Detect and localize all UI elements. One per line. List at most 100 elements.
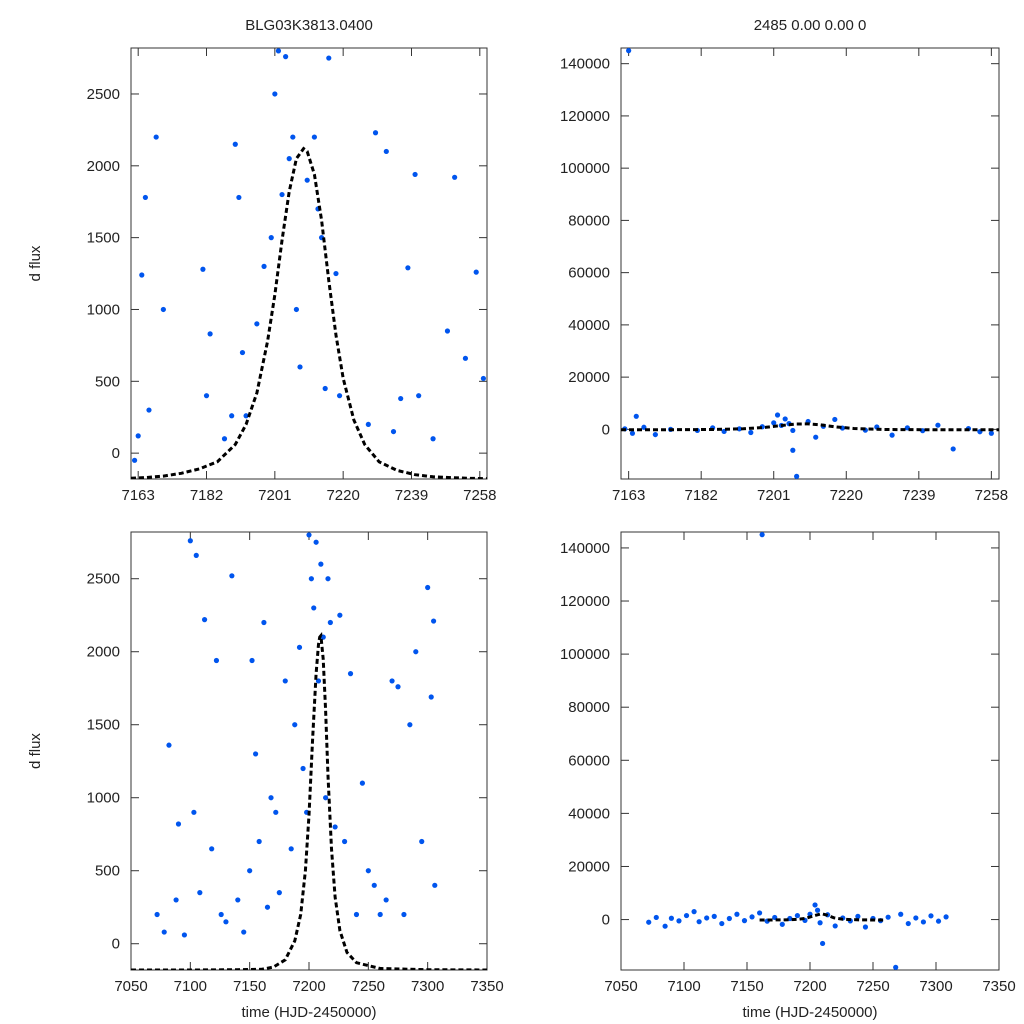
data-point [748,429,754,436]
data-point [365,868,371,874]
data-point [432,882,438,888]
plot-frame [620,531,1000,971]
data-point [261,619,267,626]
data-point [326,55,332,61]
y-tick-label: 140000 [560,56,610,73]
data-point [241,929,247,935]
data-point [300,765,306,772]
x-tick-label: 7150 [730,978,763,995]
data-point [407,722,413,728]
y-tick-label: 1500 [87,230,120,247]
data-point [323,795,329,801]
x-tick-label: 7220 [830,487,863,504]
data-point [279,191,285,198]
y-axis-label: d flux [27,245,44,281]
data-point [146,407,152,413]
data-point [264,904,271,910]
data-point [390,428,397,435]
x-tick-label: 7200 [292,978,325,995]
x-tick-label: 7250 [856,978,889,995]
data-point [425,584,431,591]
data-point [296,644,303,650]
y-tick-label: 60000 [568,265,610,282]
data-point [261,263,267,269]
data-point [817,920,823,926]
plot-frame [620,47,1000,480]
x-tick-label: 7050 [114,978,147,995]
data-point [913,915,919,921]
data-point [235,897,241,903]
data-layer [131,532,487,970]
data-point [253,751,259,757]
y-tick-label: 20000 [568,369,610,386]
x-tick-label: 7100 [667,978,700,995]
data-point [191,809,197,815]
data-point [626,48,632,54]
y-tick-label: 100000 [560,646,610,663]
y-tick-label: 40000 [568,805,610,822]
data-point [221,436,228,442]
x-tick-label: 7239 [902,487,935,504]
data-point [308,576,314,582]
x-tick-label: 7182 [684,487,717,504]
data-point [794,473,800,479]
x-axis-label: time (HJD-2450000) [241,1004,376,1021]
data-point [297,364,303,370]
data-point [139,272,145,278]
data-point [668,915,675,921]
data-point [405,265,411,271]
model-fit-curve [131,632,487,970]
x-tick-label: 7220 [326,487,359,504]
x-tick-label: 7200 [793,978,826,995]
data-point [181,932,187,938]
data-point [473,269,479,275]
data-point [662,923,668,929]
data-point [431,618,437,624]
data-point [131,457,138,463]
data-point [327,619,333,626]
data-point [813,434,819,440]
data-point [383,148,389,155]
x-tick-label: 7163 [612,487,645,504]
data-point [653,914,659,921]
data-point [794,912,801,919]
data-point [711,913,717,919]
data-point [325,576,331,582]
y-tick-label: 0 [112,445,120,462]
panel-bottom-right: 7050 7100 7150 7200 7250 7300 7350 0 20000 40000 6… [560,531,1016,1021]
data-point [243,413,249,419]
y-tick-label: 0 [602,912,610,929]
data-point [885,914,891,920]
data-point [173,897,179,903]
data-point [333,270,339,277]
data-point [166,742,172,748]
data-point [759,532,765,538]
data-point [203,393,210,399]
data-point [646,919,652,925]
data-point [311,134,317,140]
data-point [719,920,725,927]
plot-frame [130,531,488,971]
data-point [318,561,324,567]
x-tick-label: 7350 [470,978,503,995]
data-point [268,235,274,241]
x-tick-label: 7050 [604,978,637,995]
data-point [950,446,956,452]
model-fit-curve [759,912,886,922]
data-layer [131,48,487,479]
data-point [209,846,215,852]
data-point [249,657,255,664]
data-point [790,427,796,434]
data-point [213,657,220,664]
data-point [704,915,710,921]
data-point [736,426,742,432]
data-point [371,882,377,888]
y-axis-label: d flux [27,733,44,769]
x-tick-label: 7201 [258,487,291,504]
y-tick-label: 120000 [560,593,610,610]
plot-frame [130,47,488,480]
data-point [288,846,294,852]
y-tick-label: 80000 [568,212,610,229]
data-point [313,539,319,545]
